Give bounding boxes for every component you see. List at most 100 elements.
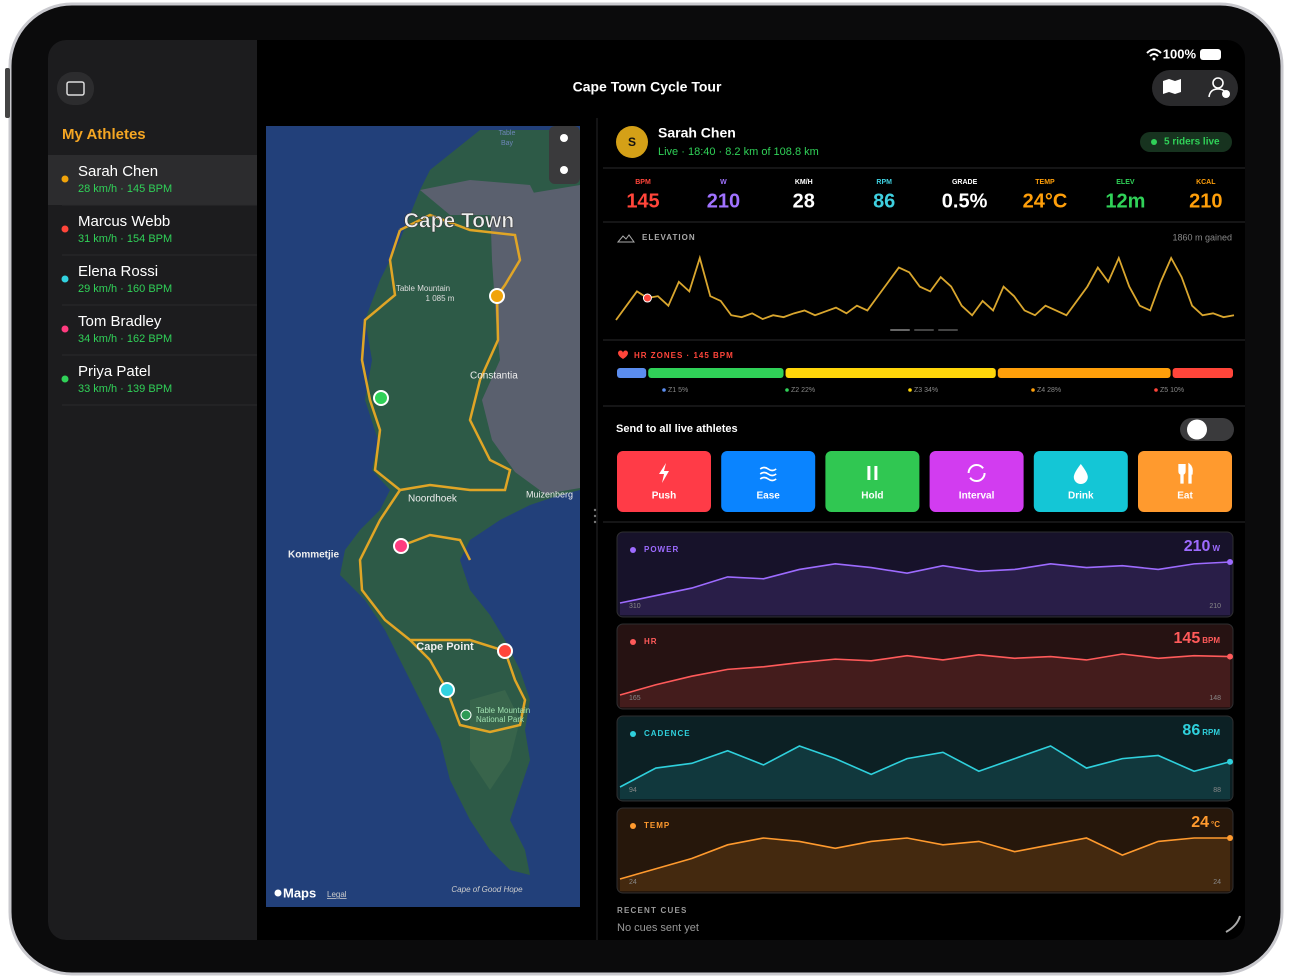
athlete-marker[interactable] [497, 643, 513, 659]
sidebar-title: My Athletes [62, 126, 146, 143]
elevation-title: ELEVATION [642, 233, 696, 242]
icon-bolt [659, 463, 669, 483]
chart-panel [616, 531, 1234, 618]
chart-area [620, 562, 1230, 615]
chart-end-dot [1227, 758, 1233, 765]
metric-label: GRADE [952, 179, 978, 186]
chart-area [620, 654, 1230, 707]
city-area [420, 180, 540, 215]
map-brand-logo [274, 889, 282, 897]
metric-value: 24°C [1023, 190, 1068, 212]
athlete-marker[interactable] [393, 538, 409, 554]
zone-label: Z5 10% [1160, 387, 1184, 394]
route [400, 533, 472, 561]
metric-label: RPM [876, 179, 892, 186]
add-athlete-head[interactable] [1212, 77, 1224, 89]
cue-button[interactable] [721, 451, 816, 512]
chart-line [619, 745, 1231, 788]
cue-button[interactable] [1138, 451, 1232, 512]
map-control-people[interactable] [560, 134, 568, 142]
battery-icon [1200, 49, 1221, 60]
chart-icon [630, 639, 636, 645]
sidebar-toggle-icon [66, 81, 85, 96]
zone-dot [908, 388, 912, 392]
zone-label: Z3 34% [914, 387, 938, 394]
live-badge-icon [1151, 139, 1157, 145]
rider-initial: S [628, 135, 636, 149]
cues-title: Send to all live athletes [616, 423, 738, 435]
athlete-marker[interactable] [489, 288, 505, 304]
athlete-stats: 29 km/h · 160 BPM [78, 283, 172, 295]
wifi-icon [1146, 48, 1162, 57]
rider-status: Live · 18:40 · 8.2 km of 108.8 km [658, 146, 819, 158]
battery-level: 100% [1163, 46, 1197, 61]
zone-label: Z2 22% [791, 387, 815, 394]
map-controls[interactable] [549, 126, 580, 184]
resize-handle[interactable] [593, 514, 597, 518]
athlete-stats: 33 km/h · 139 BPM [78, 383, 172, 395]
athlete-name: Marcus Webb [78, 213, 170, 230]
map-label: Table Mountain [476, 706, 530, 715]
metric-label: KCAL [1196, 179, 1216, 186]
heart-icon [618, 350, 628, 359]
resize-handle[interactable] [593, 520, 597, 524]
zone-dot [1031, 388, 1035, 392]
chart-value: 86 [1182, 722, 1200, 739]
chart-area [620, 838, 1230, 891]
land-coast [470, 690, 520, 790]
metric-label: KM/H [795, 179, 813, 186]
chart-area [620, 746, 1230, 799]
icon-pause [867, 466, 878, 480]
chart-end-label: 210 [1209, 603, 1221, 610]
resize-handle[interactable] [593, 508, 597, 512]
map-brand: Maps [283, 885, 316, 900]
map-control-locate[interactable] [560, 166, 568, 174]
chart-end-dot [1227, 653, 1233, 660]
page-indicator [890, 329, 910, 331]
metric-value: 12m [1105, 190, 1145, 212]
athlete-marker[interactable] [373, 390, 389, 406]
rider-name: Sarah Chen [658, 125, 736, 141]
sidebar-toggle[interactable] [57, 72, 94, 105]
chart-unit: BPM [1202, 636, 1220, 645]
chart-unit: °C [1211, 820, 1220, 829]
cue-button[interactable] [617, 451, 711, 512]
zone-label: Z1 5% [668, 387, 688, 394]
icon-drop [1073, 464, 1088, 485]
athlete-row-selected[interactable] [48, 155, 257, 205]
metric-value: 210 [1189, 190, 1222, 212]
map-label: Table Mountain [396, 284, 450, 293]
zone-dot [662, 388, 666, 392]
page-title: Cape Town Cycle Tour [573, 79, 722, 95]
map-button[interactable] [1163, 79, 1181, 94]
side-button [5, 68, 10, 118]
hr-zone-bar [648, 368, 784, 378]
chart-title: CADENCE [644, 729, 691, 738]
add-athlete-plus [1222, 90, 1230, 98]
cue-label: Drink [1068, 491, 1094, 502]
elevation-line [615, 254, 1235, 321]
map-label: Cape Point [416, 641, 474, 653]
chart-end-label: 148 [1209, 695, 1221, 702]
athlete-stats: 28 km/h · 145 BPM [78, 183, 172, 195]
chart-unit: W [1212, 544, 1220, 553]
chart-value: 145 [1174, 630, 1201, 647]
icon-waves [759, 466, 777, 482]
athlete-stats: 34 km/h · 162 BPM [78, 333, 172, 345]
athlete-name: Sarah Chen [78, 163, 158, 180]
cue-label: Push [652, 491, 676, 502]
route [360, 213, 522, 492]
zone-label: Z4 28% [1037, 387, 1061, 394]
map-label: Cape Town [404, 210, 514, 233]
athlete-marker[interactable] [439, 682, 455, 698]
cue-button[interactable] [825, 451, 920, 512]
metric-label: TEMP [1035, 179, 1055, 186]
hr-zone-bar [997, 368, 1171, 378]
hr-zone-bar [617, 368, 647, 378]
chart-icon [630, 823, 636, 829]
chart-title: HR [644, 637, 658, 646]
cue-label: Ease [757, 491, 781, 502]
chart-panel [616, 715, 1234, 802]
